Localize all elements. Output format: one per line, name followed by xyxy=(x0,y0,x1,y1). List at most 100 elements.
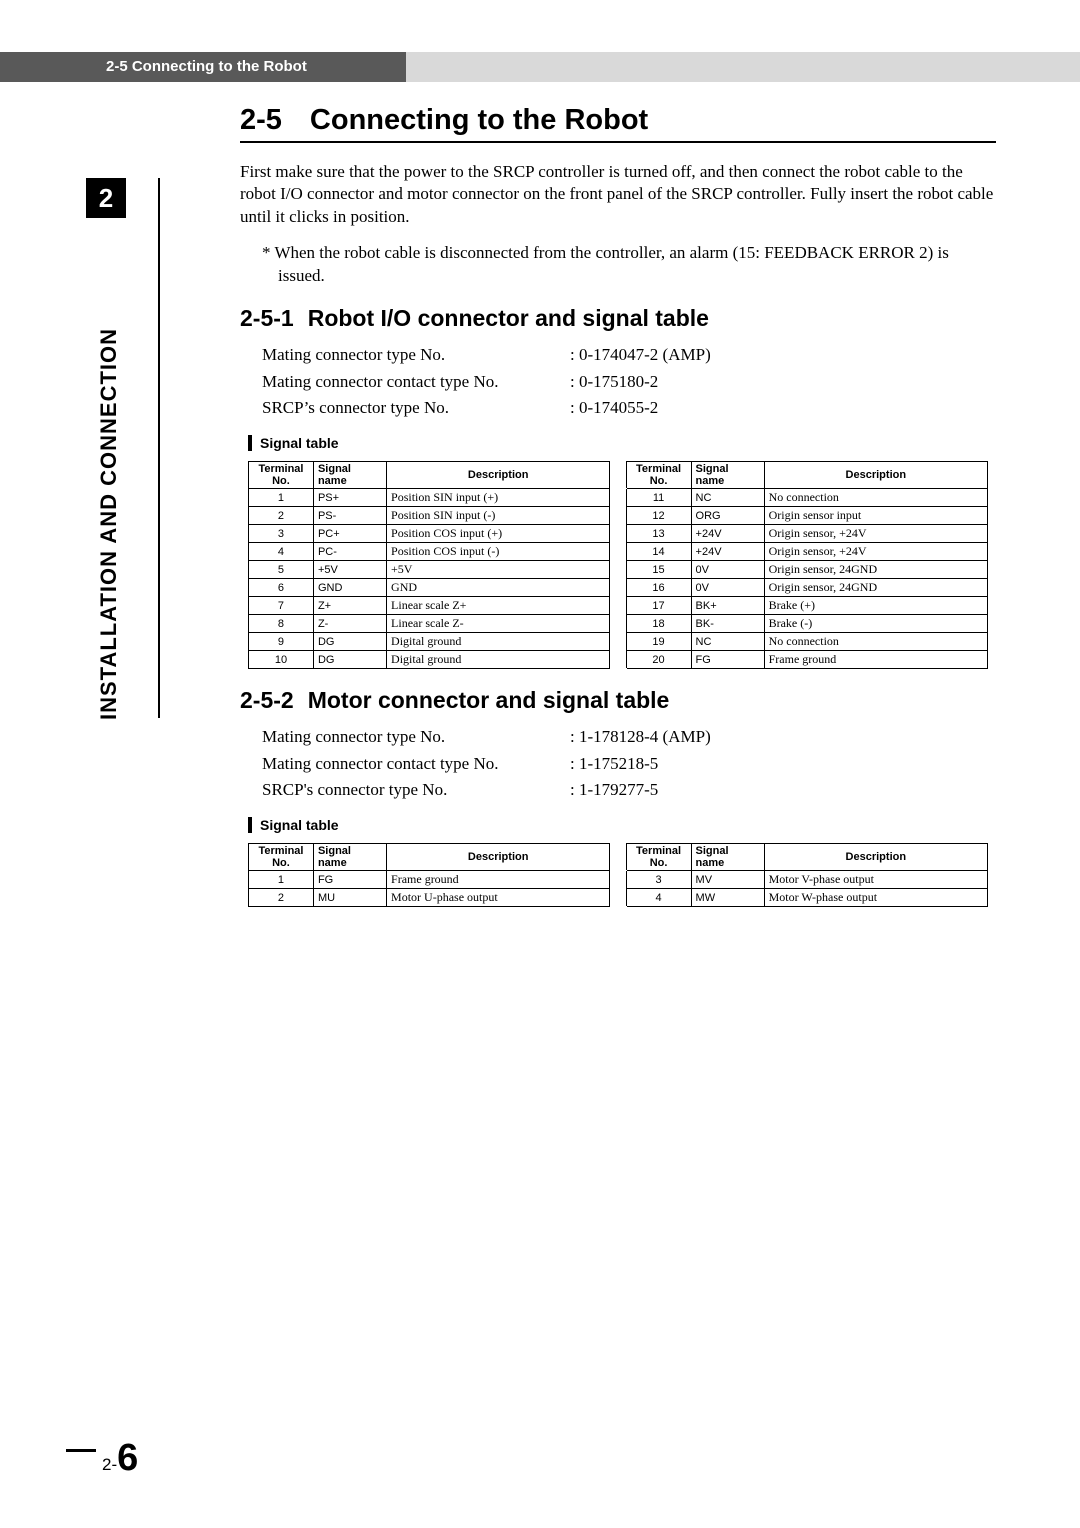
table-cell: Brake (-) xyxy=(764,615,987,633)
table-cell: NC xyxy=(691,633,764,651)
kv-list-252: Mating connector type No.1-178128-4 (AMP… xyxy=(262,724,996,803)
table-cell: MU xyxy=(313,889,386,907)
kv-row: SRCP’s connector type No.0-174055-2 xyxy=(262,395,996,421)
section-number: 2-5 xyxy=(240,104,282,136)
table-header-cell: Signal name xyxy=(313,844,386,871)
table-cell: 11 xyxy=(626,489,691,507)
table-cell: +5V xyxy=(387,561,610,579)
signal-table-2: Terminal No.Signal nameDescriptionTermin… xyxy=(248,843,988,907)
table-gap xyxy=(610,489,626,507)
table-cell: BK- xyxy=(691,615,764,633)
table-cell: BK+ xyxy=(691,597,764,615)
chapter-number-badge: 2 xyxy=(86,178,126,218)
table-gap xyxy=(610,844,626,871)
table-cell: Motor W-phase output xyxy=(764,889,987,907)
kv-value: 1-179277-5 xyxy=(570,777,658,803)
kv-key: Mating connector type No. xyxy=(262,724,570,750)
kv-row: Mating connector type No.0-174047-2 (AMP… xyxy=(262,342,996,368)
page-number-prefix: 2- xyxy=(102,1455,117,1474)
table-cell: 5 xyxy=(249,561,314,579)
kv-list-251: Mating connector type No.0-174047-2 (AMP… xyxy=(262,342,996,421)
kv-key: Mating connector type No. xyxy=(262,342,570,368)
table-row: 7Z+Linear scale Z+17BK+Brake (+) xyxy=(249,597,988,615)
table-cell: NC xyxy=(691,489,764,507)
table-cell: 6 xyxy=(249,579,314,597)
table-cell: Origin sensor, +24V xyxy=(764,543,987,561)
kv-value: 1-178128-4 (AMP) xyxy=(570,724,711,750)
kv-value: 1-175218-5 xyxy=(570,751,658,777)
kv-value: 0-175180-2 xyxy=(570,369,658,395)
table-cell: PS- xyxy=(313,507,386,525)
chapter-divider-line xyxy=(158,178,160,718)
table-header-cell: Terminal No. xyxy=(249,844,314,871)
table-cell: 12 xyxy=(626,507,691,525)
table-cell: No connection xyxy=(764,489,987,507)
table-cell: PC- xyxy=(313,543,386,561)
table-header-cell: Signal name xyxy=(313,462,386,489)
table-cell: Linear scale Z+ xyxy=(387,597,610,615)
table-header-cell: Terminal No. xyxy=(626,462,691,489)
table-gap xyxy=(610,871,626,889)
table-gap xyxy=(610,561,626,579)
table-cell: 13 xyxy=(626,525,691,543)
table-cell: 0V xyxy=(691,579,764,597)
kv-value: 0-174055-2 xyxy=(570,395,658,421)
table-cell: 14 xyxy=(626,543,691,561)
table-cell: Position COS input (-) xyxy=(387,543,610,561)
page-number-big: 6 xyxy=(117,1437,138,1479)
table-cell: 8 xyxy=(249,615,314,633)
table-header-cell: Description xyxy=(764,844,987,871)
table-cell: FG xyxy=(691,651,764,669)
section-rule xyxy=(240,141,996,143)
kv-key: Mating connector contact type No. xyxy=(262,369,570,395)
table-cell: 18 xyxy=(626,615,691,633)
table-cell: Position COS input (+) xyxy=(387,525,610,543)
table-header-cell: Terminal No. xyxy=(626,844,691,871)
section-title: Connecting to the Robot xyxy=(310,104,648,136)
table-cell: ORG xyxy=(691,507,764,525)
table-row: 5+5V+5V150VOrigin sensor, 24GND xyxy=(249,561,988,579)
table-cell: 3 xyxy=(249,525,314,543)
table-cell: Z- xyxy=(313,615,386,633)
note-paragraph: * When the robot cable is disconnected f… xyxy=(278,242,996,287)
table-cell: No connection xyxy=(764,633,987,651)
table-header-cell: Description xyxy=(387,844,610,871)
table-cell: DG xyxy=(313,651,386,669)
table-cell: 3 xyxy=(626,871,691,889)
table-header-cell: Terminal No. xyxy=(249,462,314,489)
table-cell: +24V xyxy=(691,543,764,561)
running-header-tab: 2-5 Connecting to the Robot xyxy=(0,52,406,82)
table-cell: Position SIN input (+) xyxy=(387,489,610,507)
table-row: 10DGDigital ground20FGFrame ground xyxy=(249,651,988,669)
table-gap xyxy=(610,579,626,597)
section-heading: 2-5 Connecting to the Robot xyxy=(240,104,996,137)
table-gap xyxy=(610,889,626,907)
table-cell: 0V xyxy=(691,561,764,579)
signal-table-1: Terminal No.Signal nameDescriptionTermin… xyxy=(248,461,988,669)
table-cell: 16 xyxy=(626,579,691,597)
table-gap xyxy=(610,543,626,561)
kv-row: Mating connector contact type No.1-17521… xyxy=(262,751,996,777)
subsection-title: Robot I/O connector and signal table xyxy=(308,305,709,331)
table-header-cell: Description xyxy=(764,462,987,489)
kv-key: SRCP's connector type No. xyxy=(262,777,570,803)
table-gap xyxy=(610,525,626,543)
table-cell: MV xyxy=(691,871,764,889)
table-row: 2PS-Position SIN input (-)12ORGOrigin se… xyxy=(249,507,988,525)
page-number-rule xyxy=(66,1449,96,1452)
table-cell: 1 xyxy=(249,489,314,507)
table-cell: GND xyxy=(313,579,386,597)
table-cell: Digital ground xyxy=(387,651,610,669)
kv-value: 0-174047-2 (AMP) xyxy=(570,342,711,368)
table-row: 1FGFrame ground3MVMotor V-phase output xyxy=(249,871,988,889)
table-cell: 17 xyxy=(626,597,691,615)
page: 2-5 Connecting to the Robot 2 INSTALLATI… xyxy=(0,0,1080,1528)
table-cell: 1 xyxy=(249,871,314,889)
table-row: 9DGDigital ground19NCNo connection xyxy=(249,633,988,651)
table-row: 8Z-Linear scale Z-18BK-Brake (-) xyxy=(249,615,988,633)
kv-row: Mating connector type No.1-178128-4 (AMP… xyxy=(262,724,996,750)
table-cell: Z+ xyxy=(313,597,386,615)
table-cell: Origin sensor, 24GND xyxy=(764,579,987,597)
table-row: 6GNDGND160VOrigin sensor, 24GND xyxy=(249,579,988,597)
table-row: 4PC-Position COS input (-)14+24VOrigin s… xyxy=(249,543,988,561)
